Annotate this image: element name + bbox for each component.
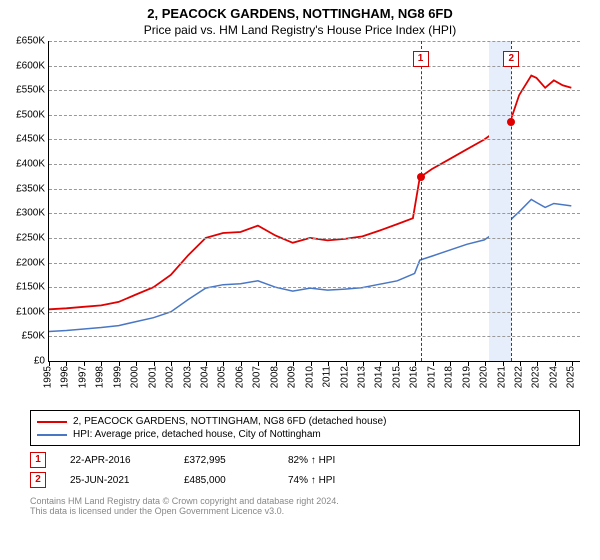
x-axis-label: 2016 (409, 366, 420, 388)
y-axis-label: £650K (16, 36, 49, 47)
x-axis-labels: 1995199619971998199920002001200220032004… (48, 362, 580, 404)
x-axis-label: 1997 (77, 366, 88, 388)
sale-divider (511, 41, 512, 361)
gridline (49, 90, 580, 91)
sale-dot (417, 173, 425, 181)
x-axis-label: 2007 (252, 366, 263, 388)
y-axis-label: £600K (16, 60, 49, 71)
sale-vs-hpi: 82% ↑ HPI (288, 455, 335, 466)
x-axis-label: 2018 (444, 366, 455, 388)
sale-row: 1 22-APR-2016 £372,995 82% ↑ HPI (30, 450, 580, 470)
gridline (49, 213, 580, 214)
x-axis-label: 1996 (60, 366, 71, 388)
sale-marker: 1 (413, 51, 429, 67)
x-axis-label: 2012 (339, 366, 350, 388)
x-axis-label: 2022 (513, 366, 524, 388)
x-axis-label: 2014 (374, 366, 385, 388)
sale-vs-hpi: 74% ↑ HPI (288, 475, 335, 486)
gridline (49, 189, 580, 190)
shaded-hpi-region (489, 41, 512, 361)
x-axis-label: 2025 (566, 366, 577, 388)
sale-price: £372,995 (184, 455, 264, 466)
gridline (49, 238, 580, 239)
x-axis-label: 2005 (217, 366, 228, 388)
x-axis-label: 2010 (304, 366, 315, 388)
y-axis-label: £350K (16, 183, 49, 194)
gridline (49, 312, 580, 313)
x-axis-label: 2000 (130, 366, 141, 388)
x-axis-label: 2002 (165, 366, 176, 388)
legend: 2, PEACOCK GARDENS, NOTTINGHAM, NG8 6FD … (30, 410, 580, 446)
legend-label: HPI: Average price, detached house, City… (73, 429, 321, 440)
x-axis-label: 2020 (479, 366, 490, 388)
sale-dot (507, 118, 515, 126)
y-axis-label: £200K (16, 257, 49, 268)
legend-label: 2, PEACOCK GARDENS, NOTTINGHAM, NG8 6FD … (73, 416, 386, 427)
y-axis-label: £300K (16, 208, 49, 219)
gridline (49, 139, 580, 140)
sales-table: 1 22-APR-2016 £372,995 82% ↑ HPI 2 25-JUN-202… (30, 450, 580, 490)
legend-swatch (37, 434, 67, 436)
y-axis-label: £400K (16, 159, 49, 170)
gridline (49, 336, 580, 337)
x-axis-label: 2021 (496, 366, 507, 388)
sale-marker: 2 (503, 51, 519, 67)
legend-swatch (37, 421, 67, 423)
sale-date: 22-APR-2016 (70, 455, 160, 466)
x-axis-label: 2015 (391, 366, 402, 388)
x-axis-label: 2019 (461, 366, 472, 388)
x-axis-label: 2017 (426, 366, 437, 388)
sale-number-box: 1 (30, 452, 46, 468)
attribution-line: Contains HM Land Registry data © Crown c… (30, 496, 580, 506)
legend-row: 2, PEACOCK GARDENS, NOTTINGHAM, NG8 6FD … (37, 415, 573, 428)
x-axis-label: 1995 (43, 366, 54, 388)
gridline (49, 164, 580, 165)
x-axis-label: 2006 (234, 366, 245, 388)
x-axis-label: 1999 (112, 366, 123, 388)
y-axis-label: £0 (34, 356, 49, 367)
legend-row: HPI: Average price, detached house, City… (37, 428, 573, 441)
gridline (49, 263, 580, 264)
attribution-line: This data is licensed under the Open Gov… (30, 506, 580, 516)
x-axis-label: 2013 (356, 366, 367, 388)
sale-number-box: 2 (30, 472, 46, 488)
gridline (49, 41, 580, 42)
y-axis-label: £150K (16, 282, 49, 293)
gridline (49, 287, 580, 288)
chart-title: 2, PEACOCK GARDENS, NOTTINGHAM, NG8 6FD (0, 0, 600, 21)
sale-row: 2 25-JUN-2021 £485,000 74% ↑ HPI (30, 470, 580, 490)
x-axis-label: 2001 (147, 366, 158, 388)
gridline (49, 66, 580, 67)
sale-price: £485,000 (184, 475, 264, 486)
x-axis-label: 2024 (548, 366, 559, 388)
y-axis-label: £450K (16, 134, 49, 145)
y-axis-label: £500K (16, 109, 49, 120)
chart-plot-area: £0£50K£100K£150K£200K£250K£300K£350K£400… (48, 41, 580, 362)
y-axis-label: £50K (22, 331, 49, 342)
y-axis-label: £250K (16, 232, 49, 243)
sale-date: 25-JUN-2021 (70, 475, 160, 486)
x-axis-label: 2009 (287, 366, 298, 388)
chart-subtitle: Price paid vs. HM Land Registry's House … (0, 21, 600, 41)
x-axis-label: 2008 (269, 366, 280, 388)
x-axis-label: 2023 (531, 366, 542, 388)
gridline (49, 115, 580, 116)
attribution: Contains HM Land Registry data © Crown c… (30, 496, 580, 516)
x-axis-label: 1998 (95, 366, 106, 388)
x-axis-label: 2011 (322, 366, 333, 388)
x-axis-label: 2003 (182, 366, 193, 388)
y-axis-label: £100K (16, 306, 49, 317)
sale-divider (421, 41, 422, 361)
y-axis-label: £550K (16, 85, 49, 96)
x-axis-label: 2004 (199, 366, 210, 388)
